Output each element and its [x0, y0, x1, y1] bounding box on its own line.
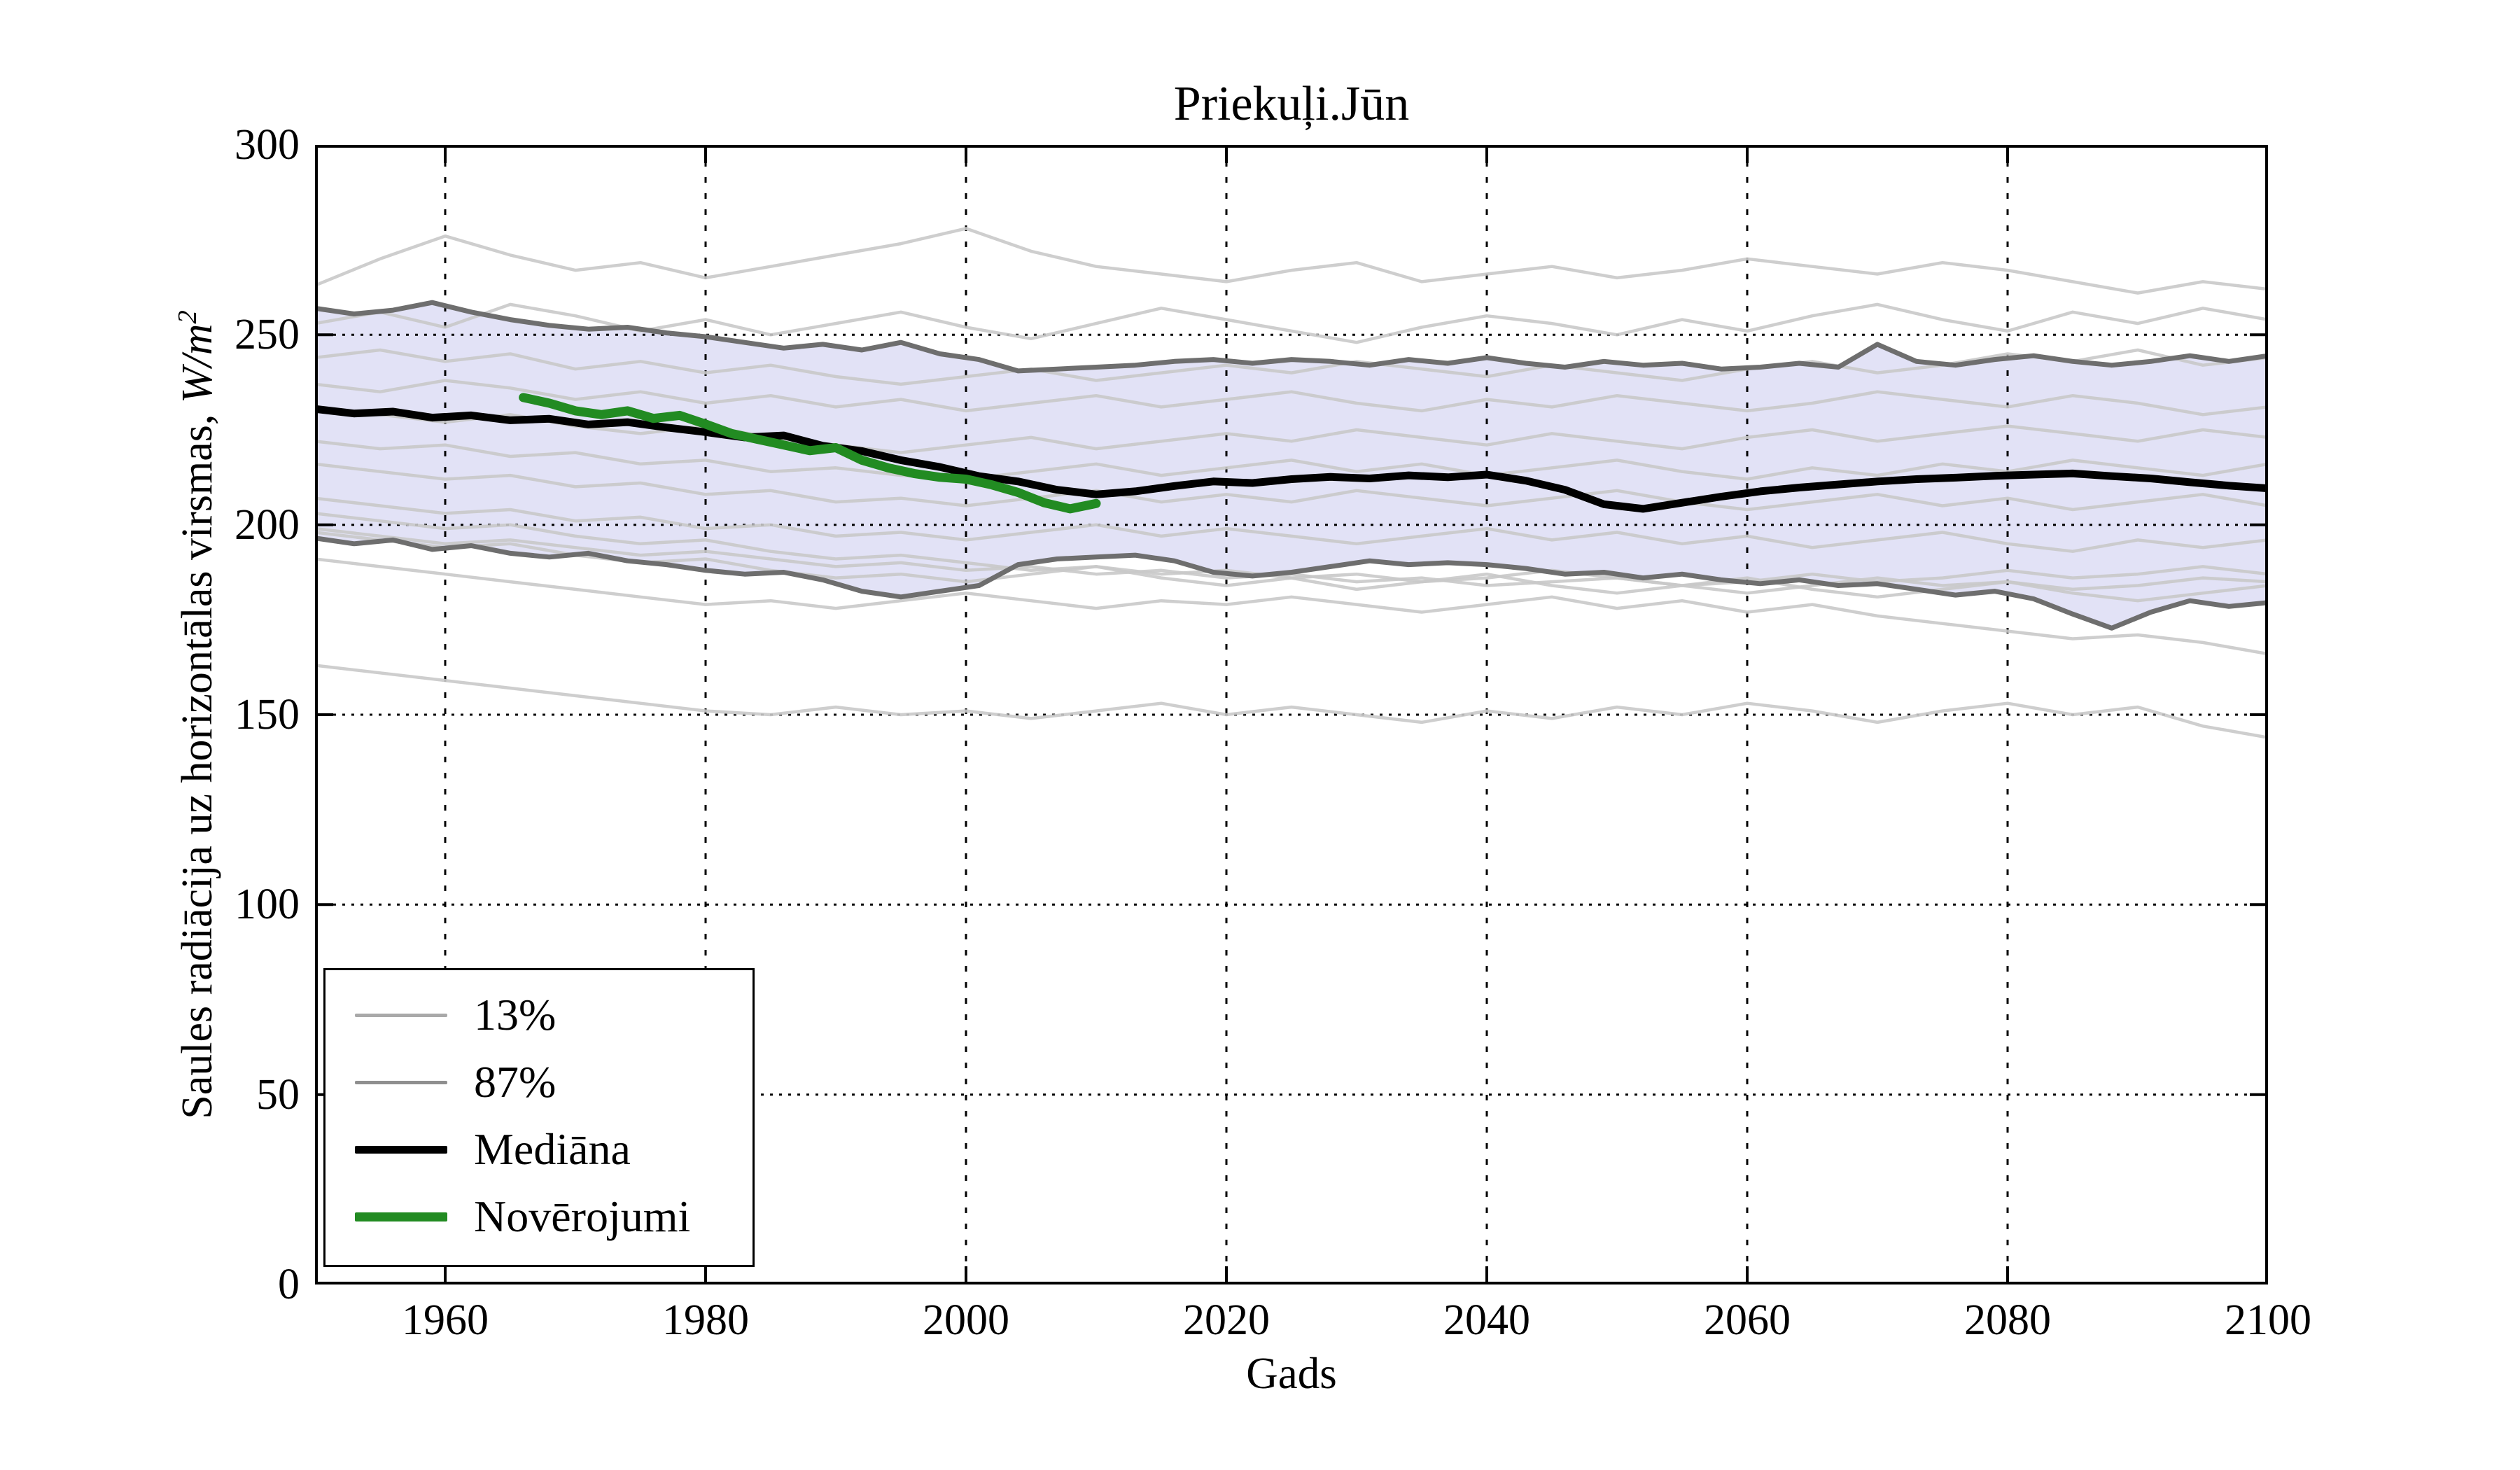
- legend-item-label: Mediāna: [474, 1124, 631, 1174]
- y-tick-label: 300: [234, 121, 300, 169]
- y-tick-label: 200: [234, 500, 300, 549]
- series-ensemble: [315, 557, 2268, 656]
- legend-item-label: 87%: [474, 1057, 556, 1107]
- legend-item: Novērojumi: [326, 1183, 752, 1250]
- series-observations: [519, 393, 1101, 514]
- x-tick-label: 2020: [1183, 1296, 1270, 1344]
- x-tick-label: 2000: [923, 1296, 1009, 1344]
- y-tick-label: 50: [256, 1070, 300, 1119]
- legend-item-label: Novērojumi: [474, 1191, 691, 1241]
- x-tick-label: 2080: [1964, 1296, 2051, 1344]
- series-ensemble: [315, 227, 2268, 295]
- legend: 13% 87% Mediāna Novērojumi: [323, 968, 755, 1267]
- x-tick-label: 2060: [1704, 1296, 1791, 1344]
- series-ensemble: [315, 496, 2268, 553]
- percentile-band: [315, 302, 2268, 629]
- series-median: [315, 405, 2268, 513]
- x-tick-label: 2100: [2225, 1296, 2311, 1344]
- legend-line-sample: [355, 1145, 447, 1154]
- x-axis-label: Gads: [1246, 1349, 1337, 1398]
- y-tick-label: 250: [234, 311, 300, 359]
- legend-line-sample: [355, 1080, 447, 1084]
- series-ensemble: [315, 405, 2268, 454]
- y-tick-label: 0: [278, 1261, 300, 1308]
- legend-line-sample: [355, 1013, 447, 1017]
- series-ensemble: [315, 462, 2268, 512]
- chart-title: Priekuļi.Jūn: [1173, 77, 1410, 131]
- series-upper-edge: [315, 300, 2268, 374]
- plot-area: [315, 145, 2268, 1284]
- x-tick-label: 1980: [662, 1296, 749, 1344]
- series-ensemble: [315, 440, 2268, 481]
- legend-line-sample: [355, 1212, 447, 1222]
- series-ensemble: [315, 379, 2268, 416]
- y-tick-label: 150: [234, 691, 300, 738]
- x-tick-label: 1960: [402, 1296, 489, 1344]
- legend-item: 87%: [326, 1049, 752, 1116]
- legend-item: Mediāna: [326, 1116, 752, 1183]
- y-tick-label: 100: [234, 881, 300, 929]
- series-lower-edge: [315, 536, 2268, 631]
- x-tick-label: 2040: [1443, 1296, 1530, 1344]
- plot-border: [315, 145, 2268, 1284]
- legend-item-label: 13%: [474, 990, 556, 1040]
- series-ensemble: [315, 664, 2268, 739]
- legend-item: 13%: [326, 981, 752, 1049]
